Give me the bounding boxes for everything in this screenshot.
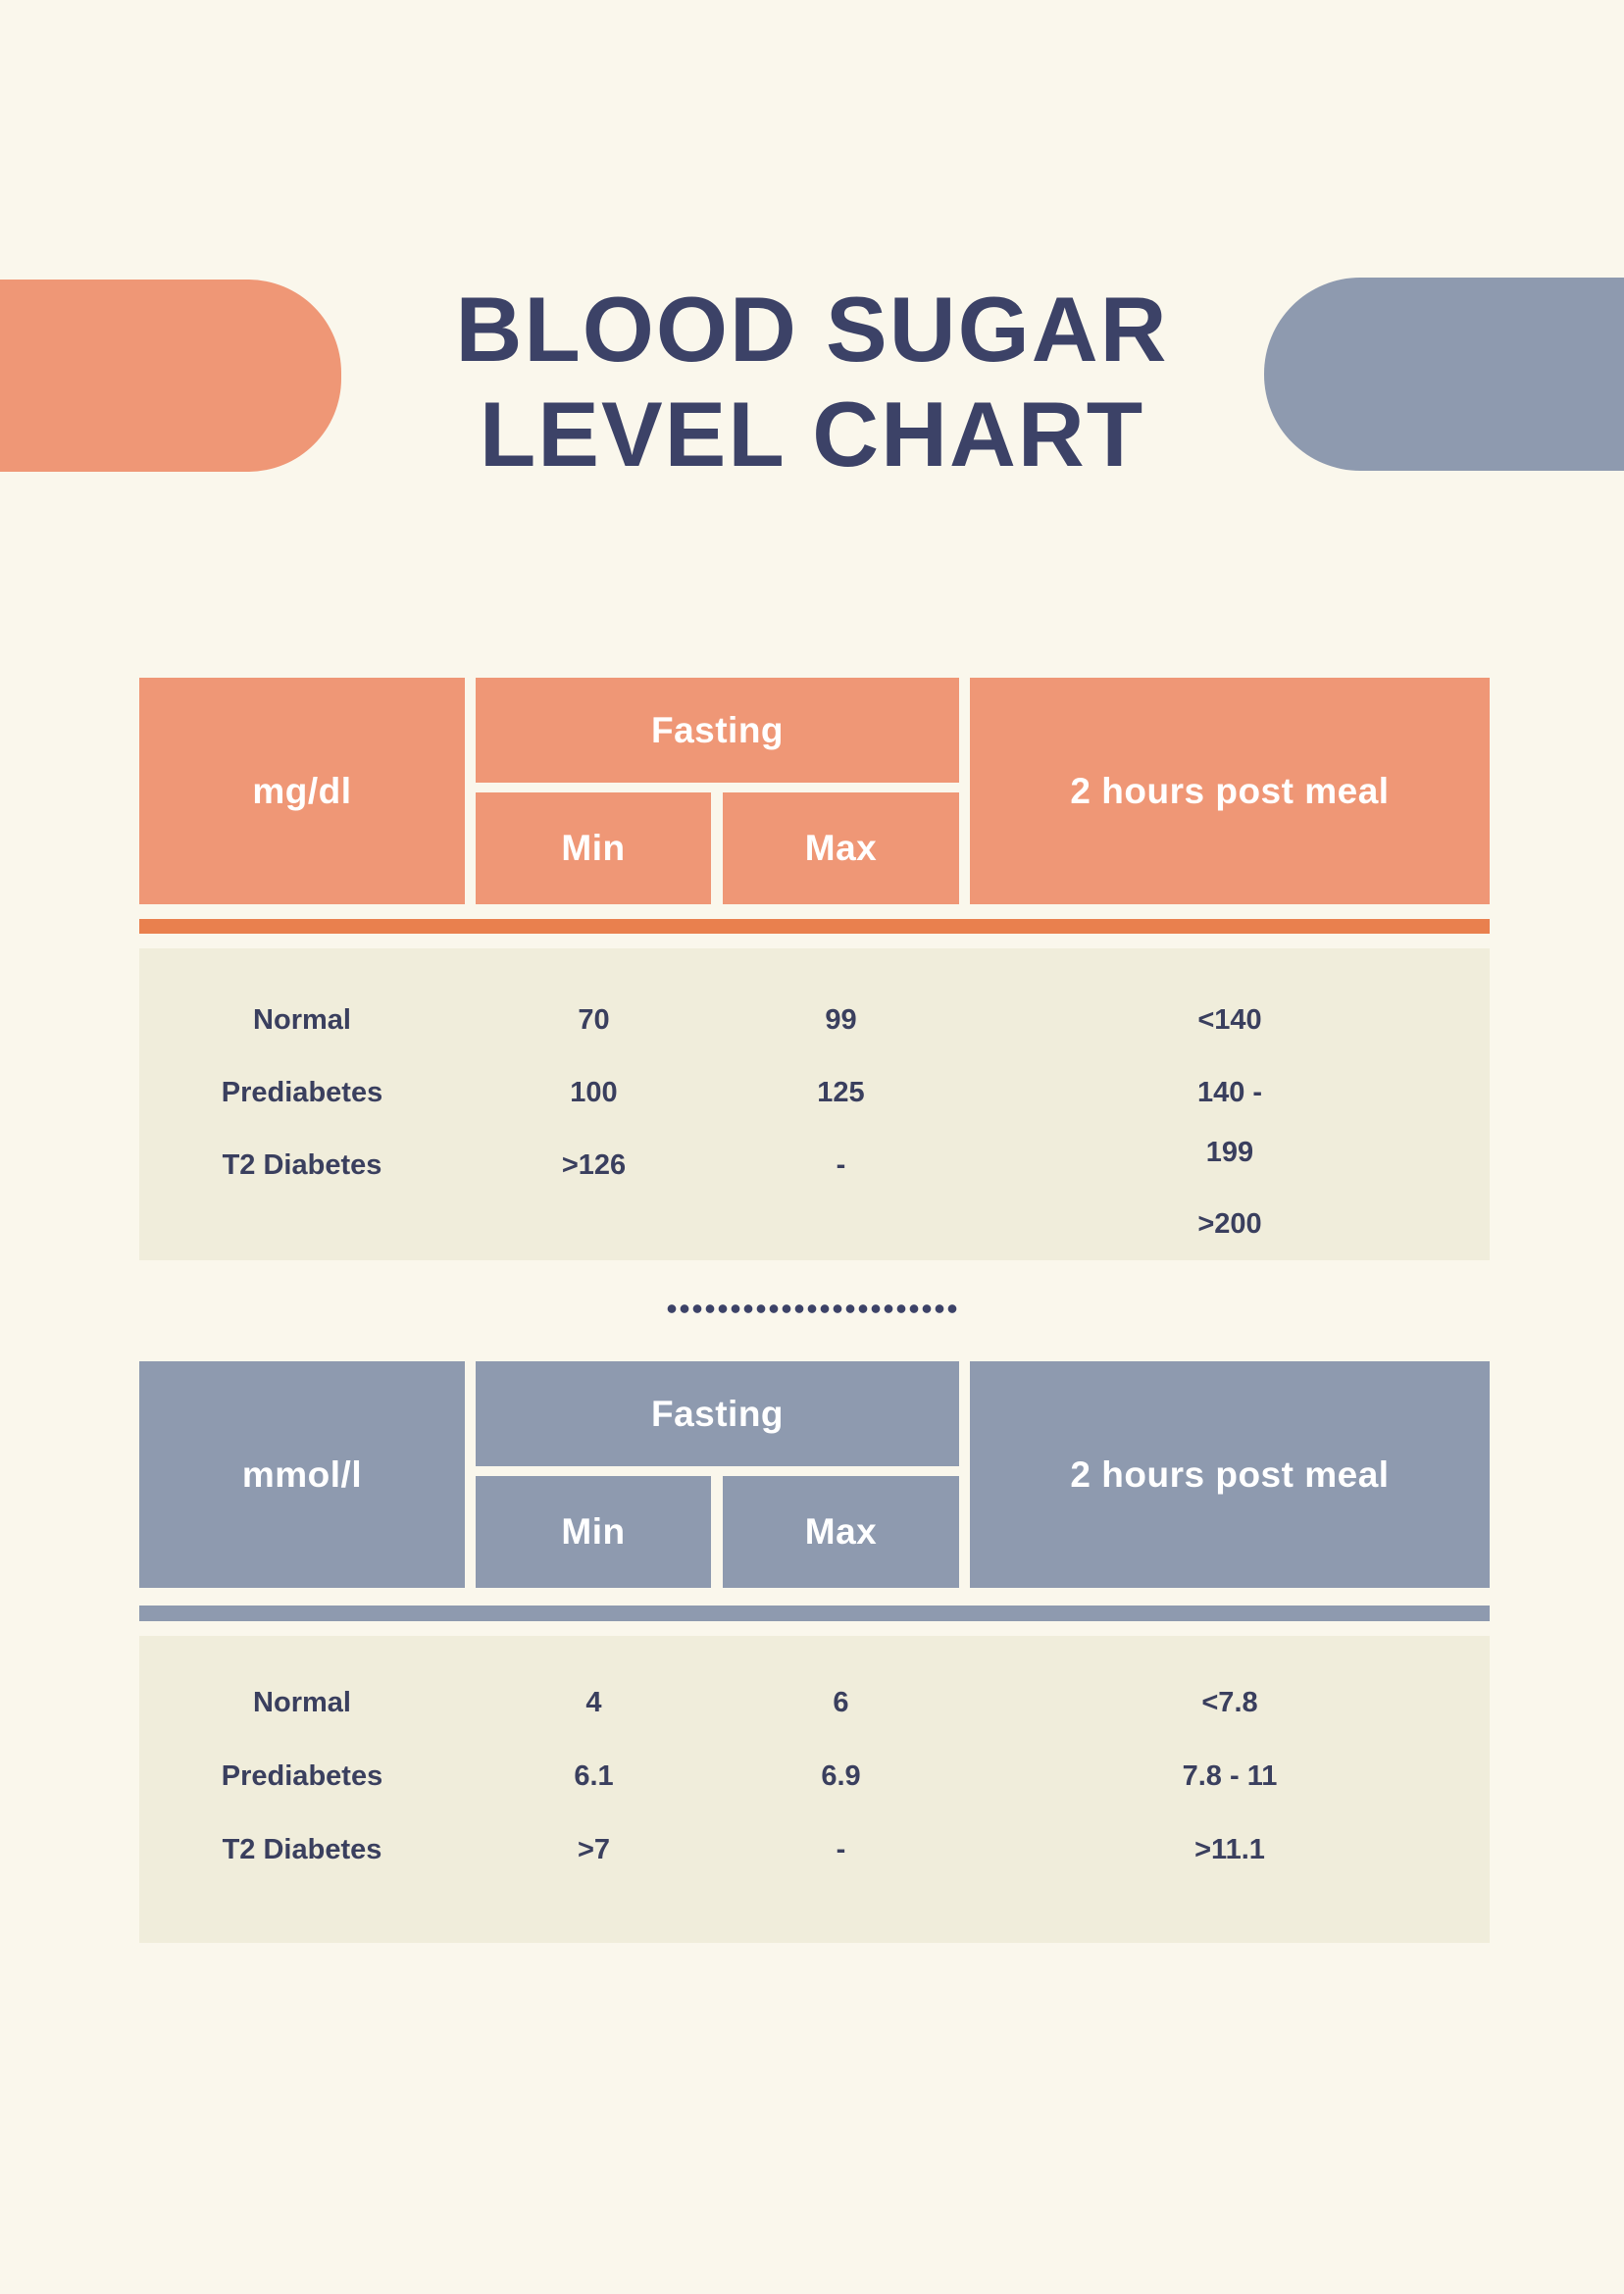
row-label-column: Normal Prediabetes T2 Diabetes — [139, 948, 465, 1260]
max-header-cell: Max — [723, 792, 959, 904]
minmax-header-row: Min Max — [476, 792, 959, 904]
fasting-min-value: >126 — [561, 1149, 627, 1181]
fasting-max-value: 6 — [833, 1687, 849, 1718]
row-label: T2 Diabetes — [222, 1834, 382, 1865]
post-meal-value: <140 — [1197, 1004, 1262, 1036]
decor-pill-right — [1264, 278, 1624, 471]
fasting-max-value: - — [836, 1149, 846, 1181]
max-header-cell: Max — [723, 1476, 959, 1588]
table-mgdl-body: Normal Prediabetes T2 Diabetes 70 100 >1… — [139, 948, 1490, 1260]
decor-pill-left — [0, 280, 341, 472]
row-label: Prediabetes — [221, 1077, 383, 1108]
fasting-max-value: 6.9 — [821, 1760, 861, 1792]
fasting-min-value: 70 — [578, 1004, 610, 1036]
unit-header-cell: mmol/l — [139, 1361, 465, 1588]
table-mgdl: mg/dl Fasting Min Max 2 hours post meal … — [139, 678, 1490, 1260]
fasting-header-group: Fasting Min Max — [476, 678, 959, 904]
fasting-max-column: 6 6.9 - — [723, 1636, 959, 1943]
header-divider — [139, 919, 1490, 934]
table-mmoll-body: Normal Prediabetes T2 Diabetes 4 6.1 >7 … — [139, 1636, 1490, 1943]
fasting-min-value: 4 — [585, 1687, 602, 1718]
minmax-header-row: Min Max — [476, 1476, 959, 1588]
fasting-max-value: - — [836, 1834, 846, 1865]
fasting-header-group: Fasting Min Max — [476, 1361, 959, 1588]
post-meal-header-cell: 2 hours post meal — [970, 1361, 1490, 1588]
post-meal-column: <140 140 - 199 >200 — [970, 948, 1490, 1260]
unit-header-cell: mg/dl — [139, 678, 465, 904]
fasting-header-cell: Fasting — [476, 1361, 959, 1466]
fasting-min-column: 70 100 >126 — [476, 948, 712, 1260]
row-label: Normal — [253, 1687, 351, 1718]
fasting-min-column: 4 6.1 >7 — [476, 1636, 712, 1943]
fasting-max-value: 125 — [817, 1077, 865, 1108]
fasting-max-value: 99 — [825, 1004, 857, 1036]
post-meal-value: 199 — [1205, 1137, 1254, 1168]
row-label-column: Normal Prediabetes T2 Diabetes — [139, 1636, 465, 1943]
page-title: BLOOD SUGAR LEVEL CHART — [0, 277, 1624, 486]
row-label: Normal — [253, 1004, 351, 1036]
row-label: T2 Diabetes — [222, 1149, 382, 1181]
table-mgdl-header: mg/dl Fasting Min Max 2 hours post meal — [139, 678, 1490, 904]
title-line-1: BLOOD SUGAR — [455, 278, 1169, 381]
fasting-max-column: 99 125 - — [723, 948, 959, 1260]
table-mmoll: mmol/l Fasting Min Max 2 hours post meal… — [139, 1361, 1490, 1943]
post-meal-column: <7.8 7.8 - 11 >11.1 — [970, 1636, 1490, 1943]
post-meal-value: <7.8 — [1201, 1687, 1258, 1718]
min-header-cell: Min — [476, 792, 711, 904]
row-label: Prediabetes — [221, 1760, 383, 1792]
fasting-header-cell: Fasting — [476, 678, 959, 783]
min-header-cell: Min — [476, 1476, 711, 1588]
header-divider — [139, 1606, 1490, 1621]
table-mmoll-header: mmol/l Fasting Min Max 2 hours post meal — [139, 1361, 1490, 1588]
fasting-min-value: 6.1 — [574, 1760, 614, 1792]
post-meal-value: >200 — [1197, 1208, 1262, 1240]
post-meal-value: 140 - — [1196, 1077, 1263, 1108]
title-line-2: LEVEL CHART — [479, 382, 1145, 485]
fasting-min-value: 100 — [570, 1077, 618, 1108]
dotted-separator — [665, 1304, 959, 1313]
post-meal-header-cell: 2 hours post meal — [970, 678, 1490, 904]
post-meal-value: >11.1 — [1194, 1834, 1265, 1865]
post-meal-value: 7.8 - 11 — [1182, 1760, 1278, 1792]
fasting-min-value: >7 — [577, 1834, 611, 1865]
